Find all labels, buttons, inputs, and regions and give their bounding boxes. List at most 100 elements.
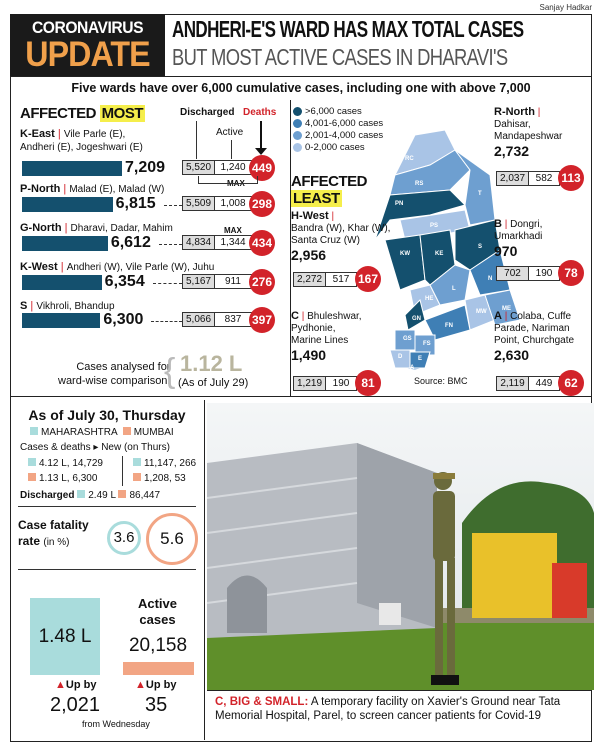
ward-total: 2,732 [494, 143, 530, 159]
ward-code: C [291, 310, 299, 322]
ward-code-label: HE [425, 296, 433, 302]
mum-cases: 1.13 L, 6,300 [39, 473, 98, 484]
ward-region-fs [414, 334, 436, 356]
active-value: 1,008 [214, 196, 252, 211]
col-deaths: Deaths [243, 107, 277, 118]
state-panel: As of July 30, Thursday MAHARASHTRA MUMB… [10, 400, 205, 740]
ward-areas: Dahisar, [494, 119, 531, 130]
separator: | [60, 183, 70, 195]
active-value: 190 [325, 376, 357, 391]
separator: | [27, 300, 37, 312]
mum-up-label: ▲Up by [135, 679, 176, 692]
legend-label: 0-2,000 cases [305, 141, 365, 153]
up-by: Up by [145, 679, 177, 691]
ward-region-t [454, 149, 496, 226]
mh-up: 2,021 [50, 694, 101, 716]
separator: | [57, 261, 67, 273]
ward-code-label: S [478, 244, 482, 250]
ward-code-label: GN [412, 316, 421, 322]
ward-code-label: E [418, 356, 422, 362]
ward-name: K-East | Vile Parle (E), Andheri (E), Jog… [20, 128, 143, 154]
active-value: 837 [214, 312, 252, 327]
deaths-badge: 78 [558, 260, 584, 286]
ward-areas: Bandra (W), Khar (W), [291, 223, 391, 234]
deaths-badge: 81 [355, 370, 381, 396]
bar [22, 197, 113, 212]
map-source: Source: BMC [414, 376, 468, 386]
title-a: AFFECTED [291, 173, 368, 190]
discharged-value: 5,509 [182, 196, 215, 211]
subtitle: Five wards have over 6,000 cumulative ca… [71, 81, 531, 95]
analysed-label: Cases analysed for ward-wise comparison: [58, 360, 170, 388]
active-value: 582 [528, 171, 560, 186]
arrow-down-icon [255, 148, 267, 155]
cases-label: Cases & deaths [20, 442, 91, 453]
deaths-badge: 434 [249, 230, 275, 256]
ward-areas: Pydhonie, [291, 323, 336, 334]
orange-swatch [122, 427, 131, 435]
discharged-value: 702 [496, 266, 529, 281]
ward-code-label: L [452, 286, 456, 292]
ward-code-label: RS [415, 181, 423, 187]
mh-up-label: ▲Up by [55, 679, 96, 692]
title-b: MOST [99, 105, 146, 122]
teal-swatch [30, 427, 38, 435]
ward-code-label: D [398, 354, 403, 360]
affected-most-title: AFFECTED MOST [20, 105, 146, 122]
separator: | [501, 219, 511, 230]
ward-code-label: GS [403, 336, 412, 342]
ward-areas: Santa Cruz (W) [291, 235, 360, 246]
cases-grid: 4.12 L, 14,729 1.13 L, 6,300 11,147, 266 1… [28, 456, 204, 486]
discharged-value: 4,834 [182, 235, 215, 250]
ward-areas: Mandapeshwar [494, 131, 563, 142]
ward-code-label: RC [405, 156, 414, 162]
discharged-value: 1,219 [293, 376, 326, 391]
ward-name: S | Vikhroli, Bhandup [20, 300, 115, 313]
discharged-label: Discharged [20, 490, 75, 501]
state-title: As of July 30, Thursday [28, 407, 186, 423]
active-value: 517 [325, 272, 357, 287]
ward-code: R-North [494, 106, 535, 118]
connector [163, 205, 182, 206]
active-value: 190 [528, 266, 560, 281]
ward-areas: Parade, Nariman [494, 323, 570, 334]
mum-discharged: 86,447 [129, 490, 161, 501]
ward-total: 6,612 [110, 234, 151, 251]
legend-label: 4,001-6,000 cases [305, 117, 384, 129]
title-a: AFFECTED [20, 105, 97, 122]
ward-areas: Umarkhadi [494, 231, 543, 242]
affected-least-title: AFFECTED LEAST [291, 173, 368, 207]
ward-region-a [399, 367, 426, 370]
ward-total: 2,630 [494, 347, 530, 363]
ward-code-label: FS [423, 341, 431, 347]
analysed-value: 1.12 L [180, 351, 243, 376]
legend-item: 2,001-4,000 cases [293, 129, 383, 141]
ward-code: B [494, 218, 502, 230]
teal-swatch [77, 490, 86, 498]
separator: | [54, 128, 64, 140]
ward-name: P-North | Malad (E), Malad (W) [20, 183, 164, 196]
ward-code: A [494, 310, 502, 322]
ward-code-label: A [410, 365, 415, 370]
from-wednesday: from Wednesday [82, 719, 150, 729]
headline: ANDHERI-E'S WARD HAS MAX TOTAL CASES [172, 16, 524, 42]
mum-up: 35 [145, 694, 168, 716]
up-by: Up by [65, 679, 97, 691]
ward-label: H-West | Bandra (W), Khar (W), Santa Cruz… [291, 210, 390, 264]
max-label: MAX [224, 226, 242, 235]
deaths-badge: 298 [249, 191, 275, 217]
discharged-value: 5,167 [182, 274, 215, 289]
ward-code: H-West [291, 210, 329, 222]
active-label-1: Active [137, 596, 178, 611]
legend-swatch [293, 106, 302, 116]
ward-code: G-North [20, 222, 62, 234]
analysed-label-2: ward-wise comparison: [58, 375, 171, 387]
mum-new: 1,208, 53 [144, 473, 186, 484]
connector [158, 244, 182, 245]
ward-code: K-East [20, 128, 55, 140]
ward-code-label: ME [502, 306, 511, 312]
ward-label: C | Bhuleshwar, Pydhonie, Marine Lines 1,49… [291, 310, 362, 364]
ward-region-me [484, 289, 521, 326]
active-value: 1,344 [214, 235, 252, 250]
orange-swatch [118, 490, 127, 498]
